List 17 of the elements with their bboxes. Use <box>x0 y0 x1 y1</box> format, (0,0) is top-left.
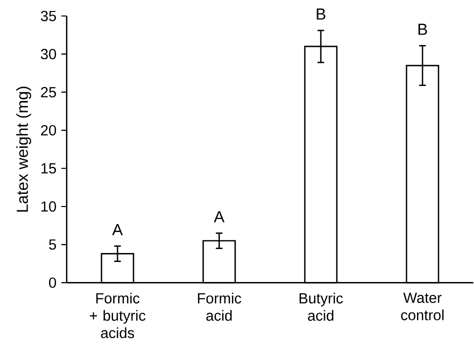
x-tick-label: Water control <box>401 292 444 320</box>
y-tick-label: 10 <box>41 201 56 212</box>
x-tick-label: Formic acid <box>198 292 242 321</box>
y-tick-label: 15 <box>41 163 56 174</box>
y-tick-label: 20 <box>41 125 56 136</box>
y-tick-label: 35 <box>40 10 56 22</box>
annotation: A <box>214 211 224 222</box>
y-tick-label: 30 <box>40 48 56 60</box>
y-axis-title: Latex weight (mg) <box>16 86 32 212</box>
y-tick-label: 5 <box>49 239 56 250</box>
x-tick-label: Butyric acid <box>300 292 343 321</box>
annotation: A <box>112 224 123 236</box>
annotation: B <box>316 8 326 20</box>
y-tick-label: 0 <box>49 277 56 288</box>
y-tick-label: 25 <box>41 87 56 98</box>
annotation: B <box>418 24 427 35</box>
x-tick-label: Formic + butyric acids <box>90 292 146 338</box>
